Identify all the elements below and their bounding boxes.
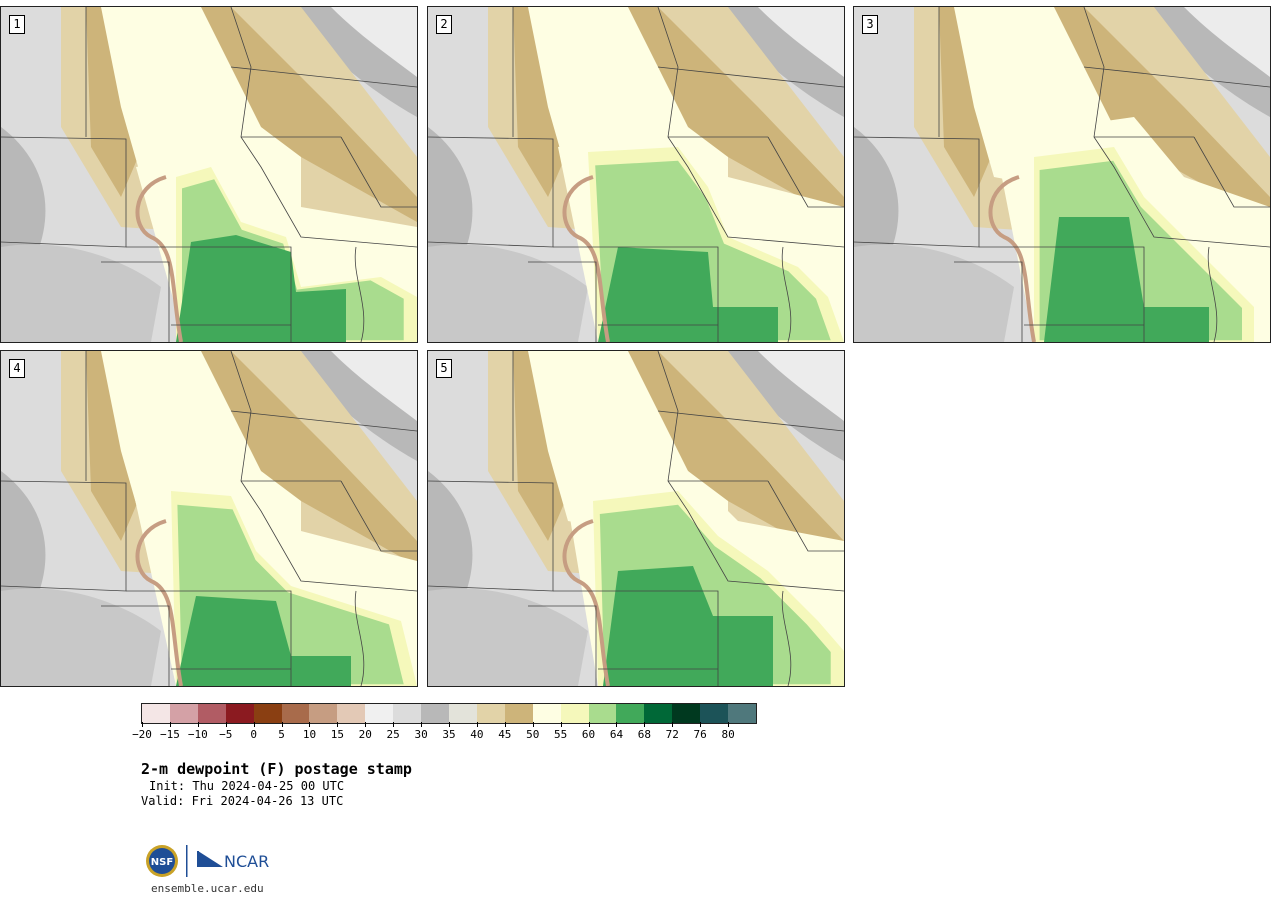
init-time: Init: Thu 2024-04-25 00 UTC xyxy=(149,779,345,793)
colorbar-swatch xyxy=(421,704,449,723)
colorbar-swatch xyxy=(225,704,254,723)
colorbar-swatch xyxy=(448,704,477,723)
colorbar-swatch xyxy=(142,704,170,723)
dewpoint-map xyxy=(428,7,844,342)
colorbar-tick-label: 35 xyxy=(442,728,456,741)
colorbar-tick xyxy=(728,722,730,727)
colorbar-tick xyxy=(253,722,255,727)
panel-label: 2 xyxy=(436,15,452,34)
colorbar-swatch xyxy=(504,704,533,723)
colorbar-tick-label: 10 xyxy=(302,728,317,741)
colorbar-tick-label: −10 xyxy=(187,728,208,741)
colorbar-tick-label: 15 xyxy=(330,728,344,741)
colorbar-tick-label: 40 xyxy=(470,728,484,741)
colorbar-swatch xyxy=(700,704,729,723)
colorbar-tick xyxy=(476,722,478,727)
colorbar-swatch xyxy=(560,704,589,723)
colorbar-tick-label: −20 xyxy=(132,728,152,741)
colorbar-swatch xyxy=(588,704,617,723)
colorbar-tick xyxy=(588,722,590,727)
colorbar-tick xyxy=(644,722,646,727)
panel-label: 3 xyxy=(862,15,878,34)
dewpoint-map xyxy=(1,351,417,686)
colorbar-swatch xyxy=(253,704,282,723)
map-panel-2: 2 xyxy=(427,6,845,343)
colorbar-tick xyxy=(169,722,171,727)
colorbar-ticks: −20 −15 −10 −5 0 5 10 15 20 25 30 35 40 45 50 55 60 64 68 7… xyxy=(132,722,757,742)
panel-label: 1 xyxy=(9,15,25,34)
colorbar-swatch xyxy=(728,704,756,723)
colorbar-tick xyxy=(281,722,283,727)
nsf-ncar-logo: NSF NCAR xyxy=(145,843,275,879)
colorbar xyxy=(141,703,757,724)
panel-label: 5 xyxy=(436,359,452,378)
colorbar-tick-label: 5 xyxy=(278,728,285,741)
colorbar-tick xyxy=(672,722,674,727)
map-panel-1: 1 xyxy=(0,6,418,343)
colorbar-swatch xyxy=(365,704,394,723)
colorbar-tick-label: 80 xyxy=(721,728,735,741)
colorbar-swatch xyxy=(644,704,673,723)
ncar-logo-text: NCAR xyxy=(224,852,269,871)
colorbar-swatch xyxy=(309,704,338,723)
dewpoint-map xyxy=(1,7,417,342)
colorbar-tick-label: 50 xyxy=(526,728,540,741)
colorbar-swatch xyxy=(281,704,310,723)
colorbar-tick-label: 0 xyxy=(250,728,257,741)
colorbar-tick xyxy=(700,722,702,727)
colorbar-tick xyxy=(142,722,143,727)
colorbar-tick xyxy=(616,722,618,727)
colorbar-tick xyxy=(421,722,423,727)
colorbar-tick xyxy=(393,722,395,727)
colorbar-tick xyxy=(365,722,367,727)
colorbar-swatch xyxy=(169,704,198,723)
colorbar-tick-label: −5 xyxy=(219,728,233,741)
colorbar-tick-label: −15 xyxy=(159,728,180,741)
colorbar-swatch xyxy=(337,704,366,723)
colorbar-tick xyxy=(532,722,534,727)
colorbar-tick xyxy=(504,722,506,727)
dewpoint-map xyxy=(854,7,1270,342)
colorbar-tick-label: 76 xyxy=(693,728,707,741)
map-panel-5: 5 xyxy=(427,350,845,687)
colorbar-tick xyxy=(337,722,339,727)
colorbar-swatch xyxy=(197,704,226,723)
colorbar-tick xyxy=(225,722,227,727)
colorbar-tick-label: 30 xyxy=(414,728,428,741)
colorbar-tick-label: 25 xyxy=(386,728,400,741)
colorbar-swatch xyxy=(476,704,505,723)
colorbar-tick xyxy=(560,722,562,727)
colorbar-tick-label: 60 xyxy=(581,728,596,741)
colorbar-tick-label: 20 xyxy=(358,728,372,741)
colorbar-swatch xyxy=(616,704,645,723)
colorbar-tick xyxy=(449,722,450,727)
colorbar-tick-label: 55 xyxy=(554,728,568,741)
colorbar-swatch xyxy=(532,704,561,723)
map-panel-3: 3 xyxy=(853,6,1271,343)
map-title: 2-m dewpoint (F) postage stamp xyxy=(141,760,412,778)
nsf-logo-text: NSF xyxy=(151,857,173,868)
panel-label: 4 xyxy=(9,359,25,378)
colorbar-tick-label: 72 xyxy=(665,728,679,741)
colorbar-swatch xyxy=(393,704,422,723)
map-panel-4: 4 xyxy=(0,350,418,687)
colorbar-tick xyxy=(309,722,311,727)
colorbar-tick-label: 64 xyxy=(609,728,624,741)
colorbar-tick-label: 45 xyxy=(498,728,512,741)
dewpoint-map xyxy=(428,351,844,686)
colorbar-tick-label: 68 xyxy=(637,728,651,741)
site-url: ensemble.ucar.edu xyxy=(151,882,264,895)
colorbar-tick xyxy=(197,722,199,727)
colorbar-swatch xyxy=(672,704,701,723)
valid-time: Valid: Fri 2024-04-26 13 UTC xyxy=(141,794,344,808)
